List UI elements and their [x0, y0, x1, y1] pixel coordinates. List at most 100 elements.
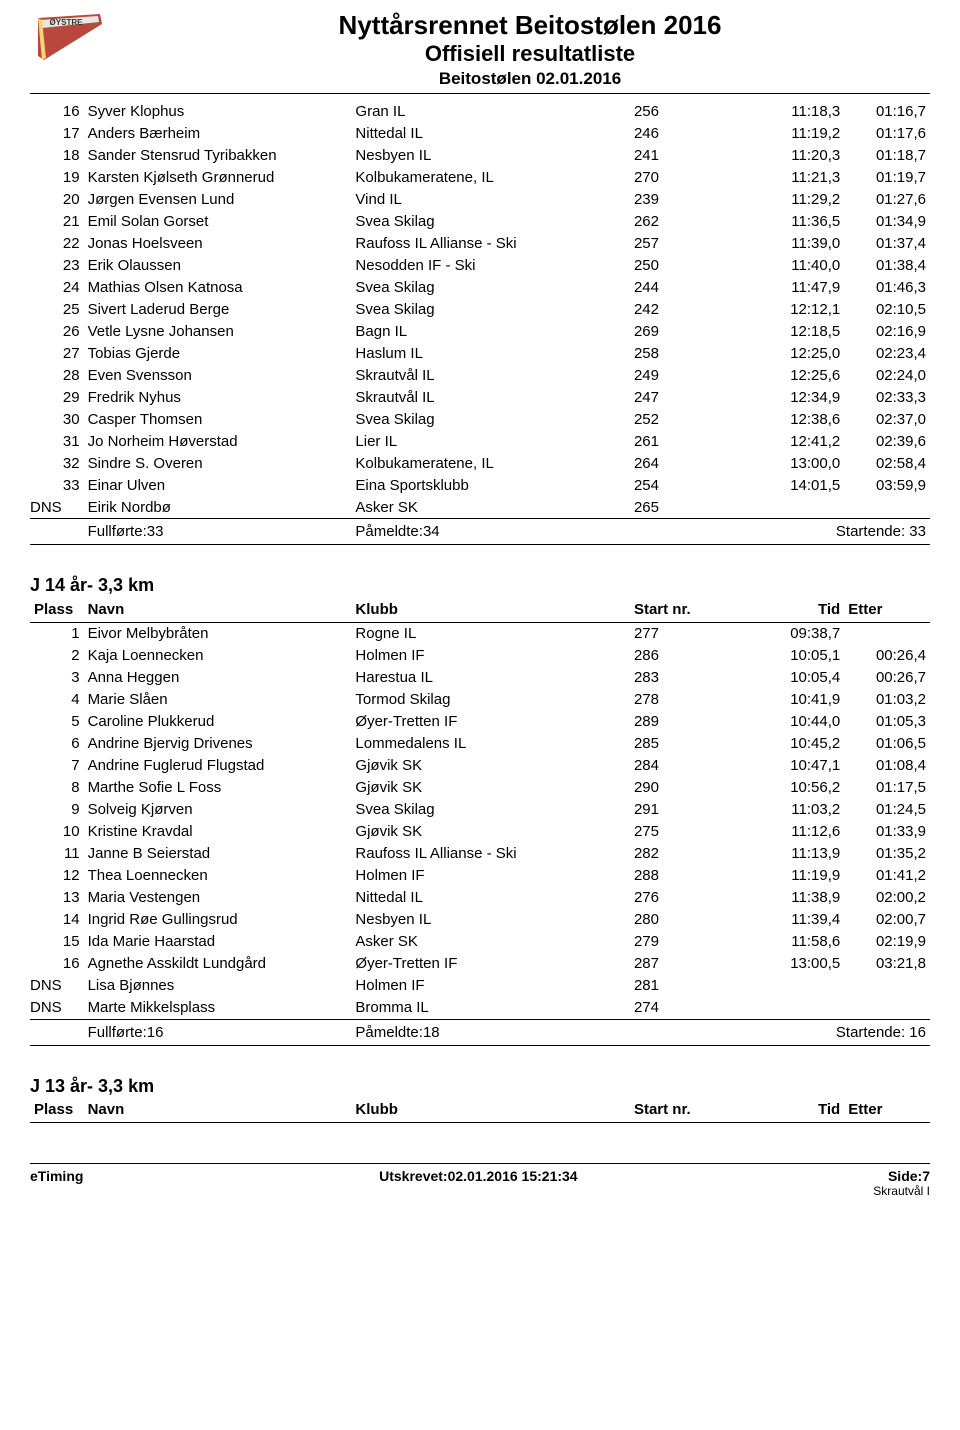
cell-etter: 01:08,4	[844, 755, 930, 777]
cell-klubb: Holmen IF	[351, 865, 630, 887]
cell-etter: 02:19,9	[844, 931, 930, 953]
cell-plass: 13	[30, 887, 84, 909]
cell-klubb: Skrautvål IL	[351, 386, 630, 408]
cell-etter: 02:33,3	[844, 386, 930, 408]
cell-plass: 32	[30, 452, 84, 474]
cell-plass: 21	[30, 210, 84, 232]
cell-plass: 3	[30, 667, 84, 689]
cell-etter: 01:33,9	[844, 821, 930, 843]
col-klubb: Klubb	[351, 598, 630, 622]
table-row: 33Einar UlvenEina Sportsklubb25414:01,50…	[30, 474, 930, 496]
summary-pameldte: Påmeldte:18	[351, 1019, 630, 1045]
cell-startnr: 277	[630, 622, 759, 645]
cell-tid: 11:58,6	[759, 931, 845, 953]
cell-etter	[844, 622, 930, 645]
cell-tid: 09:38,7	[759, 622, 845, 645]
table-row: 2Kaja LoenneckenHolmen IF28610:05,100:26…	[30, 645, 930, 667]
cell-plass: 20	[30, 188, 84, 210]
cell-startnr: 242	[630, 298, 759, 320]
page-footer: eTiming Utskrevet:02.01.2016 15:21:34 Si…	[30, 1163, 930, 1198]
table-row: 24Mathias Olsen KatnosaSvea Skilag24411:…	[30, 276, 930, 298]
cell-navn: Eirik Nordbø	[84, 496, 352, 519]
cell-plass: 17	[30, 122, 84, 144]
cell-klubb: Nesbyen IL	[351, 144, 630, 166]
cell-startnr: 247	[630, 386, 759, 408]
table-row: 16Agnethe Asskildt LundgårdØyer-Tretten …	[30, 953, 930, 975]
summary-row: Fullførte:33 Påmeldte:34 Startende: 33	[30, 519, 930, 545]
cell-plass: 9	[30, 799, 84, 821]
cell-klubb: Tormod Skilag	[351, 689, 630, 711]
table-row: 17Anders BærheimNittedal IL24611:19,201:…	[30, 122, 930, 144]
cell-plass: DNS	[30, 997, 84, 1020]
cell-plass: 10	[30, 821, 84, 843]
cell-klubb: Haslum IL	[351, 342, 630, 364]
cell-startnr: 285	[630, 733, 759, 755]
cell-startnr: 278	[630, 689, 759, 711]
cell-etter: 01:19,7	[844, 166, 930, 188]
cell-tid: 11:21,3	[759, 166, 845, 188]
cell-startnr: 269	[630, 320, 759, 342]
cell-klubb: Øyer-Tretten IF	[351, 711, 630, 733]
cell-tid	[759, 997, 845, 1020]
cell-klubb: Eina Sportsklubb	[351, 474, 630, 496]
cell-plass: 16	[30, 100, 84, 122]
cell-tid: 11:47,9	[759, 276, 845, 298]
cell-startnr: 283	[630, 667, 759, 689]
cell-startnr: 280	[630, 909, 759, 931]
cell-startnr: 288	[630, 865, 759, 887]
cell-navn: Kristine Kravdal	[84, 821, 352, 843]
cell-navn: Tobias Gjerde	[84, 342, 352, 364]
cell-navn: Marte Mikkelsplass	[84, 997, 352, 1020]
table-header-row: Plass Navn Klubb Start nr. Tid Etter	[30, 598, 930, 622]
cell-startnr: 262	[630, 210, 759, 232]
cell-startnr: 249	[630, 364, 759, 386]
cell-etter: 02:37,0	[844, 408, 930, 430]
cell-plass: DNS	[30, 496, 84, 519]
cell-klubb: Kolbukameratene, IL	[351, 452, 630, 474]
col-navn: Navn	[84, 1099, 352, 1123]
cell-navn: Ingrid Røe Gullingsrud	[84, 909, 352, 931]
cell-plass: 7	[30, 755, 84, 777]
cell-etter: 01:24,5	[844, 799, 930, 821]
cell-plass: 14	[30, 909, 84, 931]
cell-etter: 02:39,6	[844, 430, 930, 452]
cell-navn: Fredrik Nyhus	[84, 386, 352, 408]
cell-navn: Even Svensson	[84, 364, 352, 386]
cell-navn: Anders Bærheim	[84, 122, 352, 144]
cell-startnr: 257	[630, 232, 759, 254]
col-startnr: Start nr.	[630, 598, 759, 622]
cell-tid: 11:38,9	[759, 887, 845, 909]
cell-startnr: 291	[630, 799, 759, 821]
cell-klubb: Kolbukameratene, IL	[351, 166, 630, 188]
cell-etter	[844, 997, 930, 1020]
cell-navn: Syver Klophus	[84, 100, 352, 122]
cell-klubb: Vind IL	[351, 188, 630, 210]
cell-tid: 10:41,9	[759, 689, 845, 711]
col-plass: Plass	[30, 598, 84, 622]
cell-startnr: 282	[630, 843, 759, 865]
table-row: 5Caroline PlukkerudØyer-Tretten IF28910:…	[30, 711, 930, 733]
cell-tid: 12:41,2	[759, 430, 845, 452]
cell-navn: Agnethe Asskildt Lundgård	[84, 953, 352, 975]
table-row: DNSMarte MikkelsplassBromma IL274	[30, 997, 930, 1020]
cell-klubb: Raufoss IL Allianse - Ski	[351, 843, 630, 865]
cell-startnr: 244	[630, 276, 759, 298]
cell-tid: 12:38,6	[759, 408, 845, 430]
table-row: 19Karsten Kjølseth GrønnerudKolbukamerat…	[30, 166, 930, 188]
cell-tid: 11:18,3	[759, 100, 845, 122]
cell-klubb: Gjøvik SK	[351, 777, 630, 799]
cell-klubb: Gjøvik SK	[351, 821, 630, 843]
cell-tid: 10:47,1	[759, 755, 845, 777]
table-row: 22Jonas HoelsveenRaufoss IL Allianse - S…	[30, 232, 930, 254]
cell-tid: 10:45,2	[759, 733, 845, 755]
table-row: 3Anna HeggenHarestua IL28310:05,400:26,7	[30, 667, 930, 689]
table-row: 4Marie SlåenTormod Skilag27810:41,901:03…	[30, 689, 930, 711]
table-row: 6Andrine Bjervig DrivenesLommedalens IL2…	[30, 733, 930, 755]
cell-tid: 11:40,0	[759, 254, 845, 276]
cell-klubb: Gjøvik SK	[351, 755, 630, 777]
cell-startnr: 241	[630, 144, 759, 166]
cell-navn: Thea Loennecken	[84, 865, 352, 887]
cell-etter: 02:10,5	[844, 298, 930, 320]
summary-startende: Startende: 16	[630, 1019, 930, 1045]
col-plass: Plass	[30, 1099, 84, 1123]
